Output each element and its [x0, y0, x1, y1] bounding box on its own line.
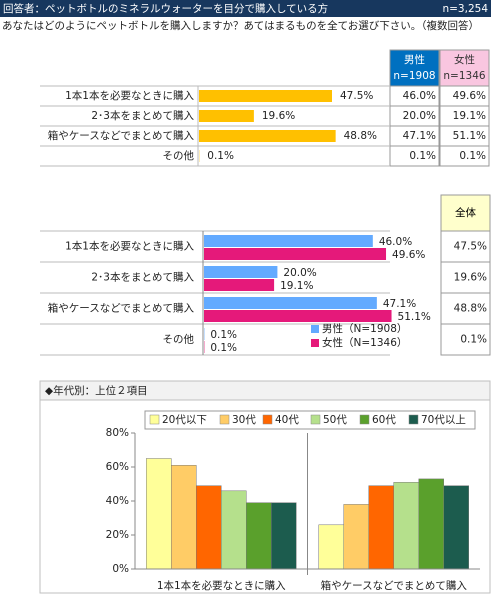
chart-title-bar — [39, 380, 491, 401]
bar — [171, 465, 197, 570]
category-label: 1本1本を必要なときに購入 — [65, 89, 194, 102]
table-cell-text: 47.1% — [403, 130, 436, 142]
category-label: その他 — [163, 149, 195, 162]
bar — [204, 235, 373, 247]
table-cell-text: 51.1% — [453, 130, 486, 142]
value-label: 47.1% — [383, 298, 416, 310]
value-label: 0.1% — [210, 342, 237, 354]
value-label: 20.0% — [283, 267, 316, 279]
value-label: 19.1% — [280, 280, 313, 292]
bar — [418, 478, 444, 570]
bar — [246, 502, 272, 570]
bar — [368, 485, 394, 570]
header-bar — [0, 0, 491, 17]
category-label: 2･3本をまとめて購入 — [91, 271, 194, 284]
table-cell-text: 0.1% — [460, 334, 487, 346]
legend-label: 男性（N=1908） — [322, 322, 407, 335]
y-tick-label: 60% — [106, 461, 129, 473]
y-tick-label: 20% — [106, 529, 129, 541]
table-cell-text: 46.0% — [403, 90, 436, 102]
category-label: 箱やケースなどでまとめて購入 — [48, 129, 195, 142]
legend-label: 50代 — [323, 414, 347, 426]
table-cell-text: 47.5% — [454, 241, 487, 253]
bar — [221, 490, 247, 570]
value-label: 0.1% — [207, 150, 234, 162]
bar — [204, 248, 387, 260]
table-cell — [389, 145, 440, 167]
legend-label: 40代 — [275, 414, 299, 426]
legend-swatch — [359, 414, 370, 425]
value-label: 47.5% — [340, 90, 373, 102]
table-cell-text: 19.1% — [453, 110, 486, 122]
legend-swatch — [311, 325, 319, 333]
legend-swatch — [262, 414, 273, 425]
chart-title: ◆年代別：上位２項目 — [45, 384, 148, 397]
column-header — [389, 49, 440, 87]
value-label: 48.8% — [344, 130, 377, 142]
value-label: 46.0% — [379, 236, 412, 248]
bar — [204, 297, 377, 309]
legend-swatch — [219, 414, 230, 425]
bar — [196, 485, 222, 570]
value-label: 19.6% — [262, 110, 295, 122]
bar — [271, 502, 297, 570]
legend-label: 60代 — [372, 414, 396, 426]
bar — [318, 524, 344, 570]
bar — [204, 266, 278, 278]
legend-label: 30代 — [232, 414, 256, 426]
legend-label: 70代以上 — [421, 414, 466, 426]
bar — [204, 310, 392, 322]
column-header-label: 全体 — [455, 206, 476, 219]
question: あなたはどのようにペットボトルを購入しますか？あてはまるものを全てお選び下さい。… — [2, 19, 479, 32]
legend-swatch — [311, 339, 319, 347]
header-n: n=3,254 — [442, 3, 488, 15]
table-cell-text: 0.1% — [409, 150, 436, 162]
value-label: 0.1% — [210, 329, 237, 341]
table-cell-text: 19.6% — [454, 272, 487, 284]
category-label: その他 — [163, 333, 195, 346]
column-subheader: n=1908 — [393, 70, 435, 82]
value-label: 49.6% — [392, 249, 425, 261]
category-label: 1本1本を必要なときに購入 — [65, 240, 194, 253]
table-cell-text: 20.0% — [403, 110, 436, 122]
column-subheader: n=1346 — [443, 70, 485, 82]
table-cell — [440, 323, 491, 356]
y-tick-label: 80% — [106, 427, 129, 439]
bar — [199, 130, 336, 142]
category-label: 箱やケースなどでまとめて購入 — [48, 302, 195, 315]
bar — [199, 110, 254, 122]
x-tick-label: 箱やケースなどでまとめて購入 — [321, 579, 468, 592]
y-tick-label: 0% — [112, 563, 129, 575]
x-tick-label: 1本1本を必要なときに購入 — [157, 579, 286, 592]
legend-swatch — [149, 414, 160, 425]
column-header — [440, 194, 491, 232]
bar — [393, 482, 419, 570]
column-header-label: 男性 — [404, 53, 425, 66]
bar — [146, 458, 172, 570]
table-cell-text: 0.1% — [459, 150, 486, 162]
legend-swatch — [310, 414, 321, 425]
table-cell-text: 49.6% — [453, 90, 486, 102]
column-header-label: 女性 — [454, 53, 475, 66]
bar — [199, 90, 332, 102]
legend-label: 20代以下 — [162, 414, 207, 426]
table-cell — [439, 145, 490, 167]
header-title: 回答者：ペットボトルのミネラルウォーターを目分で購入している方 — [3, 2, 328, 15]
table-cell-text: 48.8% — [454, 303, 487, 315]
y-tick-label: 40% — [106, 495, 129, 507]
bar — [343, 504, 369, 570]
value-label: 51.1% — [398, 311, 431, 323]
bar — [204, 279, 275, 291]
legend-label: 女性（N=1346） — [322, 336, 407, 349]
bar — [443, 485, 469, 570]
category-label: 2･3本をまとめて購入 — [91, 109, 194, 122]
legend-swatch — [408, 414, 419, 425]
